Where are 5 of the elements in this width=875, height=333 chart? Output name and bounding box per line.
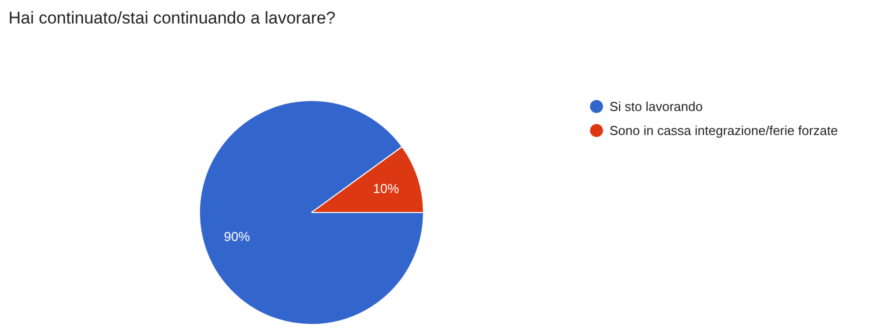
legend-label: Sono in cassa integrazione/ferie forzate bbox=[610, 123, 838, 138]
data-label: 90% bbox=[224, 229, 250, 244]
legend-label: Si sto lavorando bbox=[610, 99, 703, 114]
data-label: 10% bbox=[373, 180, 400, 196]
chart-title: Hai continuato/stai continuando a lavorare? bbox=[8, 8, 336, 28]
